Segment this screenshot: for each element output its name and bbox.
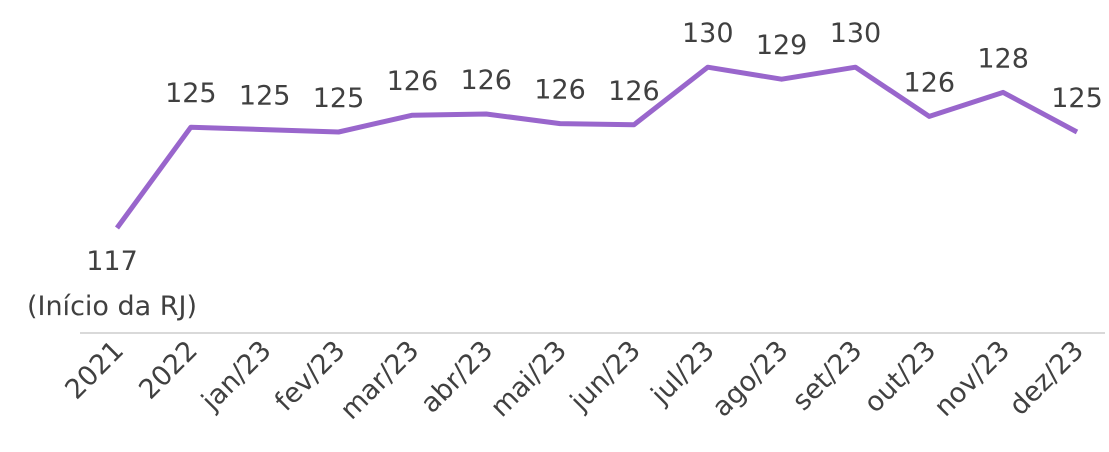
x-tick-label: dez/23 — [1003, 335, 1090, 422]
x-tick-label: set/23 — [787, 335, 869, 417]
x-tick-label: abr/23 — [415, 335, 499, 419]
x-tick-label: nov/23 — [928, 335, 1016, 423]
x-tick-label: ago/23 — [706, 335, 794, 423]
data-label: 125 — [313, 83, 365, 114]
data-label: 117 — [86, 246, 138, 277]
x-tick-label: mai/23 — [485, 335, 573, 423]
line — [114, 64, 1079, 230]
data-label: 130 — [682, 18, 734, 49]
data-label: 125 — [239, 81, 291, 112]
data-label: 130 — [830, 18, 882, 49]
data-label: 126 — [608, 76, 660, 107]
data-label: 125 — [165, 78, 217, 109]
data-label: 126 — [387, 66, 439, 97]
data-label: 129 — [756, 30, 808, 61]
annotation: (Início da RJ) — [27, 291, 197, 322]
data-label: 125 — [1051, 83, 1103, 114]
x-tick-label: jun/23 — [564, 335, 647, 418]
data-label: 126 — [534, 75, 586, 106]
data-label: 128 — [977, 43, 1029, 74]
x-tick-label: out/23 — [858, 335, 942, 419]
x-tick-label: jan/23 — [195, 335, 277, 417]
x-tick-label: 2021 — [59, 335, 130, 406]
data-label: 126 — [904, 67, 956, 98]
x-tick-label: 2022 — [133, 335, 204, 406]
data-label: 126 — [460, 65, 512, 96]
x-tick-label: mar/23 — [335, 335, 426, 426]
